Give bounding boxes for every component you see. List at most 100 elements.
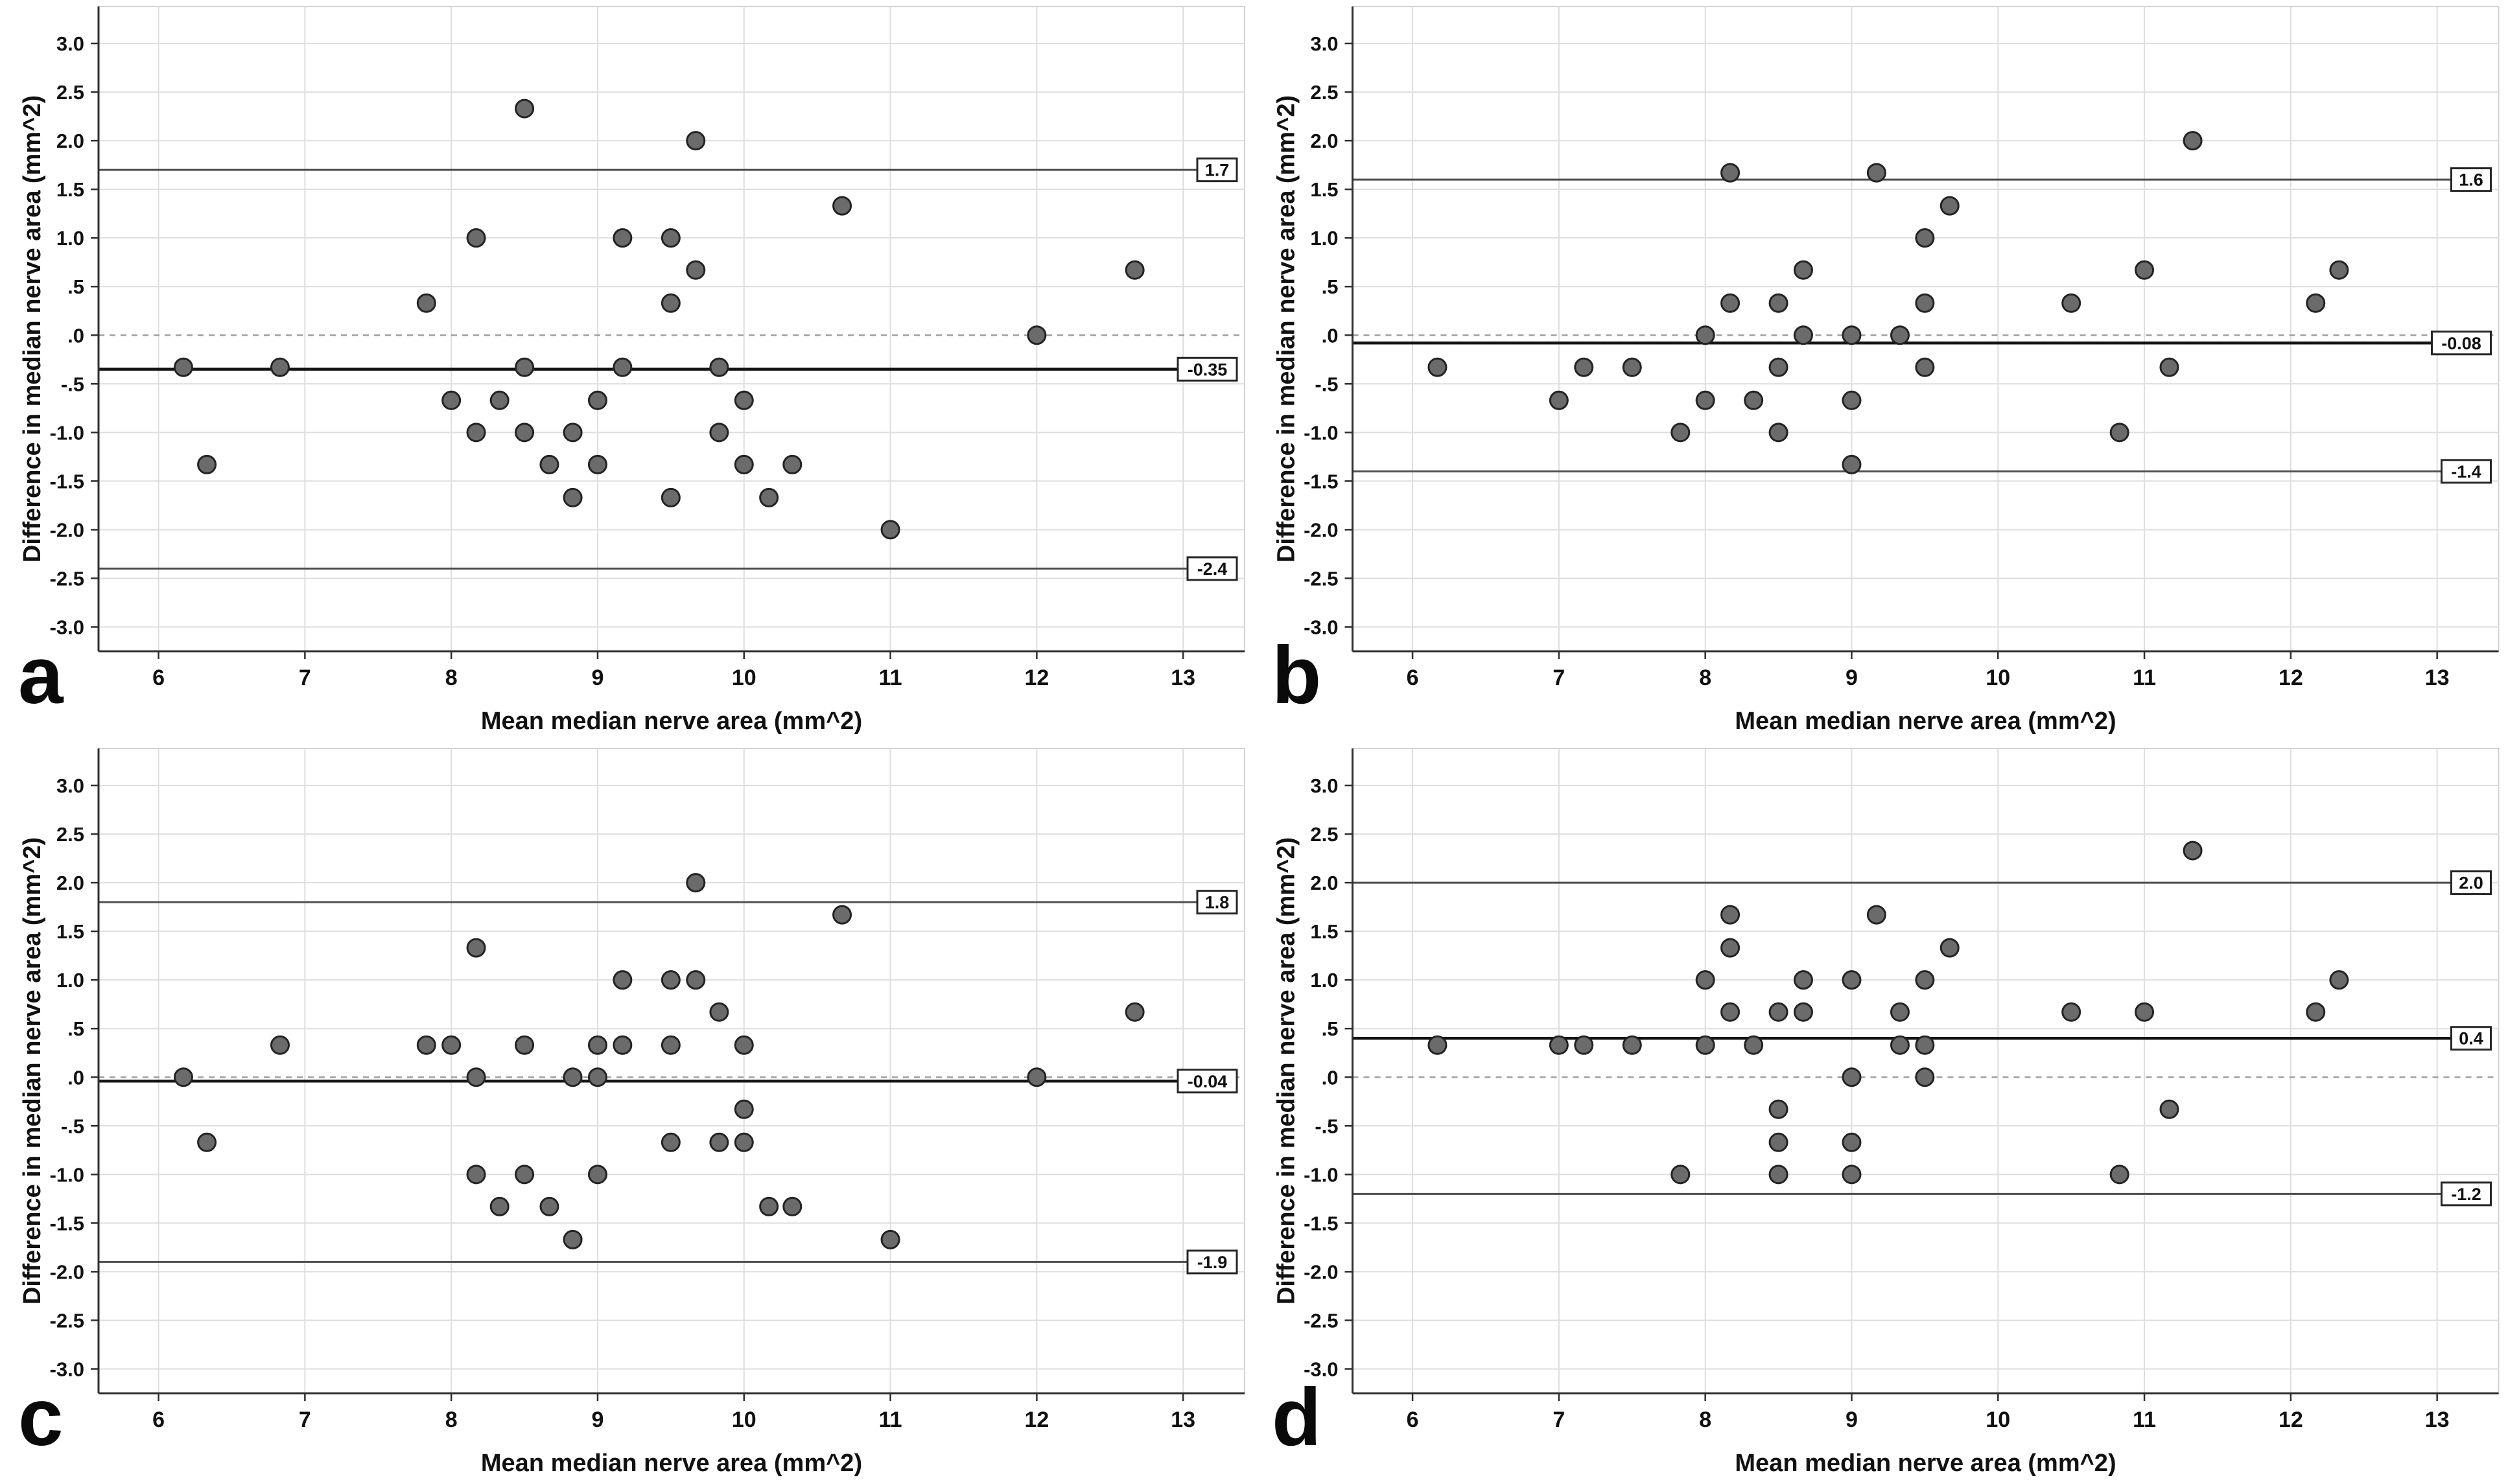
data-point: [880, 1229, 900, 1249]
x-tick-label: 13: [1171, 666, 1195, 690]
data-point: [515, 423, 535, 443]
data-point: [1793, 325, 1813, 345]
y-tick-label: -1.5: [50, 470, 84, 493]
data-point: [2159, 357, 2179, 377]
x-tick-label: 10: [732, 1408, 756, 1432]
data-point: [734, 1099, 754, 1119]
y-tick-label: .5: [67, 275, 84, 298]
mean-label-value: 0.4: [2459, 1029, 2483, 1049]
panel-a-plot: 1.7 -0.35 -2.4 3.0 2.5 2.0 1.5 1.0 .5 .0 -.5 -1.0 -1…: [19, 6, 1245, 735]
data-point: [1768, 1165, 1788, 1185]
data-point: [466, 1067, 486, 1087]
data-point: [1842, 1165, 1862, 1185]
data-point: [2329, 260, 2349, 280]
data-point: [1027, 1067, 1047, 1087]
data-point: [1842, 1132, 1862, 1152]
loa-upper-label-box: [2450, 167, 2492, 192]
data-point: [661, 1132, 681, 1152]
x-tick-label: 12: [1024, 1408, 1049, 1432]
panel-b: 1.6 -0.08 -1.4 3.0 2.5 2.0 1.5 1.0 .5 .0 -.5 -1.0 -1…: [1254, 0, 2508, 742]
y-tick-label: -1.5: [50, 1212, 84, 1235]
data-point: [832, 905, 852, 925]
y-tick-label: -3.0: [1304, 1358, 1338, 1380]
loa-lower-label-box: [2441, 459, 2492, 484]
data-point: [661, 293, 681, 313]
data-point: [563, 1229, 583, 1249]
data-point: [1842, 1067, 1862, 1087]
x-axis-title: Mean median nerve area (mm^2): [1735, 708, 2116, 735]
y-tick-label: -.5: [61, 1115, 84, 1137]
plot-frame: [1352, 6, 2500, 652]
y-tick-label: -2.0: [1304, 1260, 1338, 1283]
data-point: [1793, 260, 1813, 280]
mean-label-value: -0.04: [1188, 1072, 1228, 1091]
y-tick-label: -2.5: [1304, 567, 1338, 590]
data-point: [2306, 293, 2326, 313]
x-tick-label: 8: [445, 1408, 458, 1432]
data-point: [2159, 1099, 2179, 1119]
data-point: [587, 390, 607, 410]
data-point: [686, 131, 706, 151]
data-point: [173, 357, 193, 377]
data-point: [1890, 1035, 1910, 1055]
data-point: [1549, 1035, 1569, 1055]
data-point: [734, 390, 754, 410]
loa-lower-label-value: -2.4: [1197, 559, 1228, 579]
x-tick-label: 7: [299, 666, 311, 690]
y-tick-label: 1.5: [56, 920, 84, 943]
data-point: [2183, 841, 2203, 861]
data-point: [1427, 357, 1447, 377]
x-tick-label: 7: [1553, 1408, 1565, 1432]
loa-lower-label-value: -1.9: [1197, 1253, 1228, 1272]
loa-upper-label-value: 1.7: [1205, 161, 1230, 180]
data-point: [782, 454, 803, 474]
y-tick-label: .5: [67, 1017, 84, 1040]
data-point: [2061, 293, 2081, 313]
data-point: [1720, 905, 1740, 925]
x-tick-label: 9: [1846, 666, 1858, 690]
loa-upper-label-box: [2450, 870, 2492, 896]
data-point: [613, 228, 633, 248]
loa-upper-label-box: [1196, 890, 1238, 915]
x-tick-label: 11: [2133, 666, 2156, 690]
y-tick-label: -1.0: [1304, 421, 1338, 444]
data-point: [1695, 970, 1715, 990]
data-point: [197, 454, 217, 474]
y-tick-label: -1.0: [50, 421, 84, 444]
y-tick-label: 2.0: [1310, 130, 1338, 152]
mean-label-box: [1177, 356, 1238, 382]
data-point: [661, 487, 681, 507]
data-point: [1720, 163, 1740, 183]
panel-letter-a: a: [18, 631, 64, 721]
mean-label-box: [2431, 330, 2492, 356]
data-point: [613, 970, 633, 990]
y-tick-label: 3.0: [1310, 32, 1338, 55]
loa-upper-label-value: 1.8: [1205, 893, 1230, 912]
data-point: [173, 1067, 193, 1087]
data-point: [2109, 1165, 2129, 1185]
data-point: [2183, 131, 2203, 151]
data-point: [1027, 325, 1047, 345]
data-point: [587, 1035, 607, 1055]
y-tick-label: 1.0: [1310, 227, 1338, 249]
data-point: [1842, 325, 1862, 345]
data-point: [709, 1132, 729, 1152]
data-point: [1125, 1002, 1145, 1022]
data-point: [587, 454, 607, 474]
data-point: [709, 423, 729, 443]
data-point: [466, 423, 486, 443]
y-tick-label: -.5: [61, 373, 84, 395]
data-point: [661, 1035, 681, 1055]
mean-label-box: [2450, 1026, 2492, 1051]
loa-upper-label-value: 1.6: [2459, 170, 2483, 190]
y-tick-label: .0: [1322, 1066, 1339, 1089]
data-point: [1574, 357, 1594, 377]
data-point: [1793, 1002, 1813, 1022]
data-point: [1940, 196, 1960, 216]
x-tick-label: 8: [1699, 1408, 1711, 1432]
data-point: [1622, 1035, 1642, 1055]
y-tick-label: -2.0: [50, 518, 84, 541]
data-point: [1768, 293, 1788, 313]
data-point: [1695, 1035, 1715, 1055]
y-tick-label: -.5: [1315, 373, 1338, 395]
